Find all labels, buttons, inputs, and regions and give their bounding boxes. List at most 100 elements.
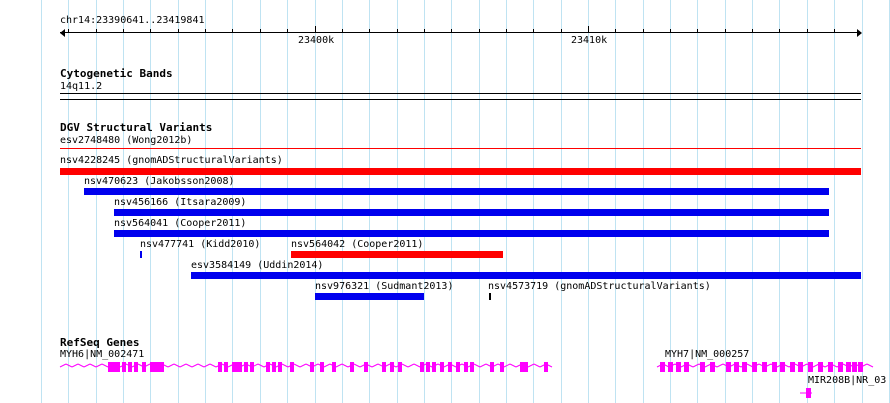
variant-bar-nsv4573719[interactable]	[489, 293, 491, 300]
ruler-tick	[232, 29, 233, 33]
ruler-tick	[150, 29, 151, 33]
exon	[364, 362, 368, 372]
cytoband-label: 14q11.2	[60, 81, 103, 92]
intron-segment	[527, 363, 535, 368]
grid-line	[41, 0, 42, 403]
intron-segment	[335, 363, 343, 368]
variant-label[interactable]: esv3584149 (Uddin2014)	[191, 260, 324, 271]
variant-label[interactable]: nsv477741 (Kidd2010)	[140, 239, 261, 250]
gene-label-myh7[interactable]: MYH7|NM_000257	[665, 349, 750, 360]
exon	[142, 362, 146, 372]
grid-line	[670, 0, 671, 403]
variant-label[interactable]: nsv456166 (Itsara2009)	[114, 197, 247, 208]
variant-bar-nsv470623[interactable]	[84, 188, 829, 195]
exon	[382, 362, 386, 372]
variant-label[interactable]: nsv470623 (Jakobsson2008)	[84, 176, 235, 187]
intron-segment	[173, 363, 181, 368]
refseq-track-title[interactable]: RefSeq Genes	[60, 336, 140, 349]
exon	[520, 362, 524, 372]
ruler-right-arrow-icon	[857, 29, 862, 37]
ruler-tick	[342, 29, 343, 33]
variant-label[interactable]: nsv564041 (Cooper2011)	[114, 218, 247, 229]
variant-bar-esv3584149[interactable]	[191, 272, 861, 279]
intron-segment	[203, 363, 211, 368]
grid-line	[232, 0, 233, 403]
grid-line	[533, 0, 534, 403]
ruler-tick	[315, 26, 316, 33]
exon	[116, 362, 120, 372]
ruler[interactable]: chr14:23390641..23419841 23400k 23410k	[0, 0, 890, 50]
exon	[858, 362, 863, 372]
intron-segment	[299, 363, 307, 368]
cytoband-top-line	[60, 93, 861, 94]
exon	[500, 362, 504, 372]
exon	[218, 362, 222, 372]
exon	[332, 362, 336, 372]
ruler-left-arrow-icon	[60, 29, 65, 37]
grid-line	[178, 0, 179, 403]
variant-label[interactable]: nsv4228245 (gnomADStructuralVariants)	[60, 155, 283, 166]
intron-segment	[257, 363, 265, 368]
intron-segment	[89, 363, 97, 368]
grid-line	[315, 0, 316, 403]
variant-bar-nsv976321[interactable]	[315, 293, 424, 300]
ruler-tick	[752, 29, 753, 33]
variant-bar-nsv4228245[interactable]	[60, 168, 861, 175]
grid-line	[342, 0, 343, 403]
ruler-tick	[424, 29, 425, 33]
ruler-tick	[615, 29, 616, 33]
exon	[852, 362, 857, 372]
gene-label-mir208b[interactable]: MIR208B|NR_03	[808, 375, 887, 386]
intron-segment	[281, 363, 289, 368]
ruler-tick	[670, 29, 671, 33]
intron-segment	[371, 363, 379, 368]
variant-label[interactable]: esv2748480 (Wong2012b)	[60, 135, 193, 146]
intron-segment	[59, 363, 67, 368]
gene-model-myh6[interactable]	[0, 355, 890, 403]
intron-segment	[473, 363, 481, 368]
gene-label-myh6[interactable]: MYH6|NM_002471	[60, 349, 145, 360]
variant-bar-nsv564041[interactable]	[114, 230, 829, 237]
ruler-tick	[451, 29, 452, 33]
variant-bar-nsv477741[interactable]	[140, 251, 142, 258]
variant-bar-nsv456166[interactable]	[114, 209, 829, 216]
exon	[734, 362, 739, 372]
intron-segment	[101, 363, 109, 368]
intron-segment	[83, 363, 91, 368]
ruler-tick	[178, 29, 179, 33]
intron-segment	[407, 363, 415, 368]
ruler-tick	[260, 29, 261, 33]
exon	[440, 362, 444, 372]
exon	[224, 362, 228, 372]
grid-line	[807, 0, 808, 403]
ruler-tick	[697, 29, 698, 33]
grid-line	[779, 0, 780, 403]
exon	[846, 362, 851, 372]
exon	[290, 362, 294, 372]
variant-label[interactable]: nsv564042 (Cooper2011)	[291, 239, 424, 250]
exon	[838, 362, 843, 372]
dgv-track-title[interactable]: DGV Structural Variants	[60, 121, 213, 134]
intron-segment	[293, 363, 301, 368]
cytogenetic-track-title[interactable]: Cytogenetic Bands	[60, 67, 173, 80]
grid-line	[96, 0, 97, 403]
exon	[660, 362, 665, 372]
grid-line	[697, 0, 698, 403]
variant-line-esv2748480[interactable]	[60, 148, 861, 149]
grid-line	[287, 0, 288, 403]
ruler-tick	[834, 29, 835, 33]
intron-segment	[479, 363, 487, 368]
intron-segment	[167, 363, 175, 368]
variant-label[interactable]: nsv976321 (Sudmant2013)	[315, 281, 454, 292]
exon	[818, 362, 823, 372]
exon	[150, 362, 158, 372]
grid-line	[424, 0, 425, 403]
variant-label[interactable]: nsv4573719 (gnomADStructuralVariants)	[488, 281, 711, 292]
variant-bar-nsv564042[interactable]	[291, 251, 503, 258]
ruler-tick	[287, 29, 288, 33]
intron-segment	[191, 363, 199, 368]
grid-line	[260, 0, 261, 403]
intron-segment	[323, 363, 331, 368]
ruler-tick	[779, 29, 780, 33]
grid-line	[561, 0, 562, 403]
